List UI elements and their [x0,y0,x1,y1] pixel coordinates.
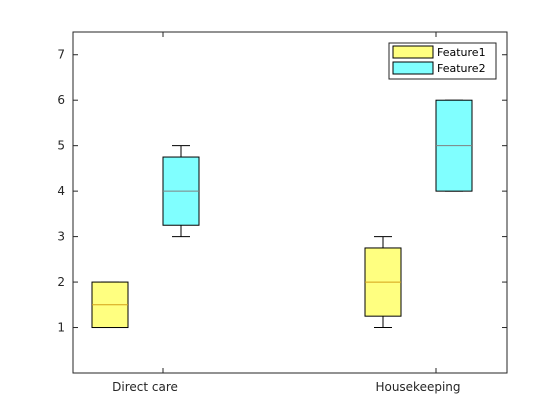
plot-area [73,32,507,373]
y-tick-label: 6 [57,93,65,107]
legend-label-1: Feature2 [437,62,486,75]
y-tick-label: 2 [57,275,65,289]
axes-frame [72,31,508,374]
legend: Feature1 Feature2 [388,42,497,80]
axes-layer: 1 2 3 4 5 6 7 Direct care Housekeeping [57,31,508,394]
y-tick-label: 3 [57,230,65,244]
x-tick-label: Housekeeping [375,380,460,394]
legend-label-0: Feature1 [437,46,486,59]
y-tick-label: 4 [57,184,65,198]
box-1-0 [162,145,200,238]
box-0-0 [91,281,129,329]
boxes-layer [91,99,473,329]
x-tick-label: Direct care [112,380,178,394]
legend-swatch-0 [392,45,434,59]
box-1-1 [435,99,473,192]
y-tick-label: 7 [57,48,65,62]
y-tick-label: 1 [57,321,65,335]
y-tick-label: 5 [57,139,65,153]
box-0-1 [364,236,402,329]
legend-swatch-1 [392,61,434,75]
